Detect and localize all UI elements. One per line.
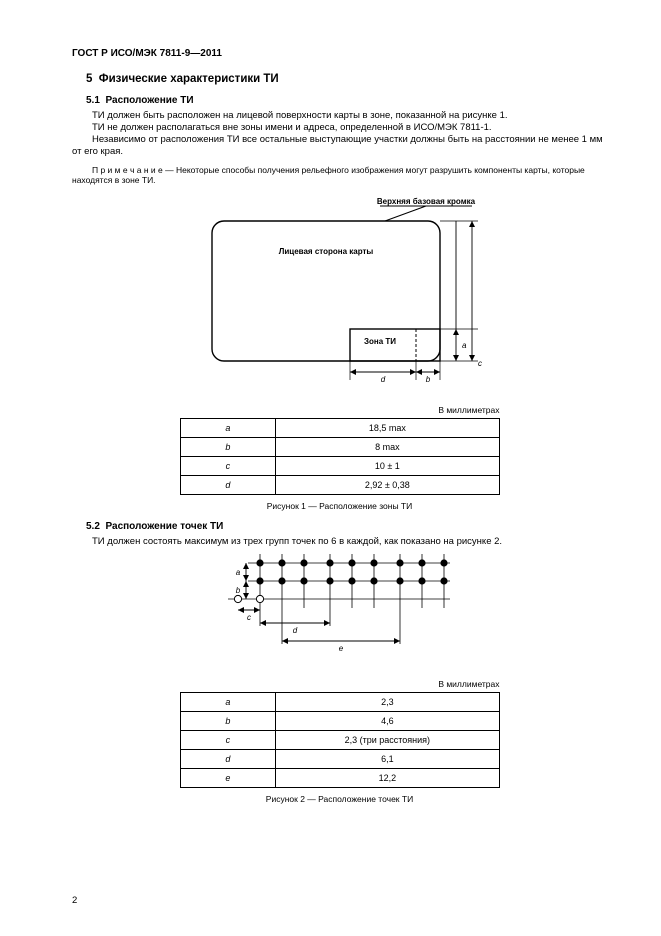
sym: a [180, 692, 276, 711]
fig1-dim-b: b [425, 375, 430, 384]
fig2-dim-c: c [247, 613, 251, 622]
sym: b [180, 711, 276, 730]
fig2-dim-a: a [235, 568, 240, 577]
document-id: ГОСТ Р ИСО/МЭК 7811-9—2011 [72, 48, 607, 59]
val: 18,5 max [276, 418, 499, 437]
val: 2,3 (три расстояния) [276, 730, 499, 749]
fig1-zone-label: Зона ТИ [363, 337, 395, 346]
note: П р и м е ч а н и е — Некоторые способы … [72, 165, 607, 186]
table-row: b8 max [180, 437, 499, 456]
paragraph: Независимо от расположения ТИ все осталь… [72, 134, 607, 158]
val: 2,3 [276, 692, 499, 711]
sub-title: Расположение ТИ [105, 95, 193, 106]
table-row: e12,2 [180, 768, 499, 787]
table-row: c2,3 (три расстояния) [180, 730, 499, 749]
val: 8 max [276, 437, 499, 456]
figure-1-caption: Рисунок 1 — Расположение зоны ТИ [72, 501, 607, 511]
fig1-face-label: Лицевая сторона карты [278, 247, 373, 256]
section-number: 5 [86, 73, 92, 85]
table-2: a2,3 b4,6 c2,3 (три расстояния) d6,1 e12… [180, 692, 500, 788]
fig1-dim-a: a [462, 341, 467, 350]
fig2-dim-b: b [235, 586, 240, 595]
figure-2-caption: Рисунок 2 — Расположение точек ТИ [72, 794, 607, 804]
paragraph: ТИ должен быть расположен на лицевой пов… [72, 110, 607, 122]
sub-title: Расположение точек ТИ [105, 521, 223, 532]
table-row: a18,5 max [180, 418, 499, 437]
table-row: a2,3 [180, 692, 499, 711]
fig1-dim-c: c [478, 359, 482, 368]
units-label: В миллиметрах [180, 405, 500, 415]
table-row: c10 ± 1 [180, 456, 499, 475]
table-1: a18,5 max b8 max c10 ± 1 d2,92 ± 0,38 [180, 418, 500, 495]
table-row: d6,1 [180, 749, 499, 768]
sym: d [180, 475, 276, 494]
section-title: Физические характеристики ТИ [99, 73, 279, 85]
val: 4,6 [276, 711, 499, 730]
section-heading: 5 Физические характеристики ТИ [86, 73, 607, 85]
page: ГОСТ Р ИСО/МЭК 7811-9—2011 5 Физические … [0, 0, 661, 936]
sym: c [180, 730, 276, 749]
paragraph: ТИ не должен располагаться вне зоны имен… [72, 122, 607, 134]
sym: b [180, 437, 276, 456]
sub-number: 5.2 [86, 521, 100, 532]
subsection-5-1: 5.1 Расположение ТИ [86, 95, 607, 106]
subsection-5-2: 5.2 Расположение точек ТИ [86, 521, 607, 532]
figure-1: Верхняя базовая кромка Лицевая сторона к… [72, 194, 607, 399]
note-label: П р и м е ч а н и е [92, 165, 163, 175]
fig1-dim-d: d [380, 375, 385, 384]
paragraph: ТИ должен состоять максимум из трех груп… [72, 536, 607, 548]
sym: c [180, 456, 276, 475]
fig1-top-label: Верхняя базовая кромка [376, 197, 475, 206]
table-row: d2,92 ± 0,38 [180, 475, 499, 494]
sym: d [180, 749, 276, 768]
val: 10 ± 1 [276, 456, 499, 475]
val: 6,1 [276, 749, 499, 768]
sub-number: 5.1 [86, 95, 100, 106]
fig2-dim-d: d [292, 626, 297, 635]
val: 2,92 ± 0,38 [276, 475, 499, 494]
val: 12,2 [276, 768, 499, 787]
sym: a [180, 418, 276, 437]
fig2-dim-e: e [338, 644, 343, 653]
table-row: b4,6 [180, 711, 499, 730]
page-number: 2 [72, 895, 77, 906]
units-label: В миллиметрах [180, 679, 500, 689]
figure-2: a b c d e [72, 548, 607, 673]
sym: e [180, 768, 276, 787]
